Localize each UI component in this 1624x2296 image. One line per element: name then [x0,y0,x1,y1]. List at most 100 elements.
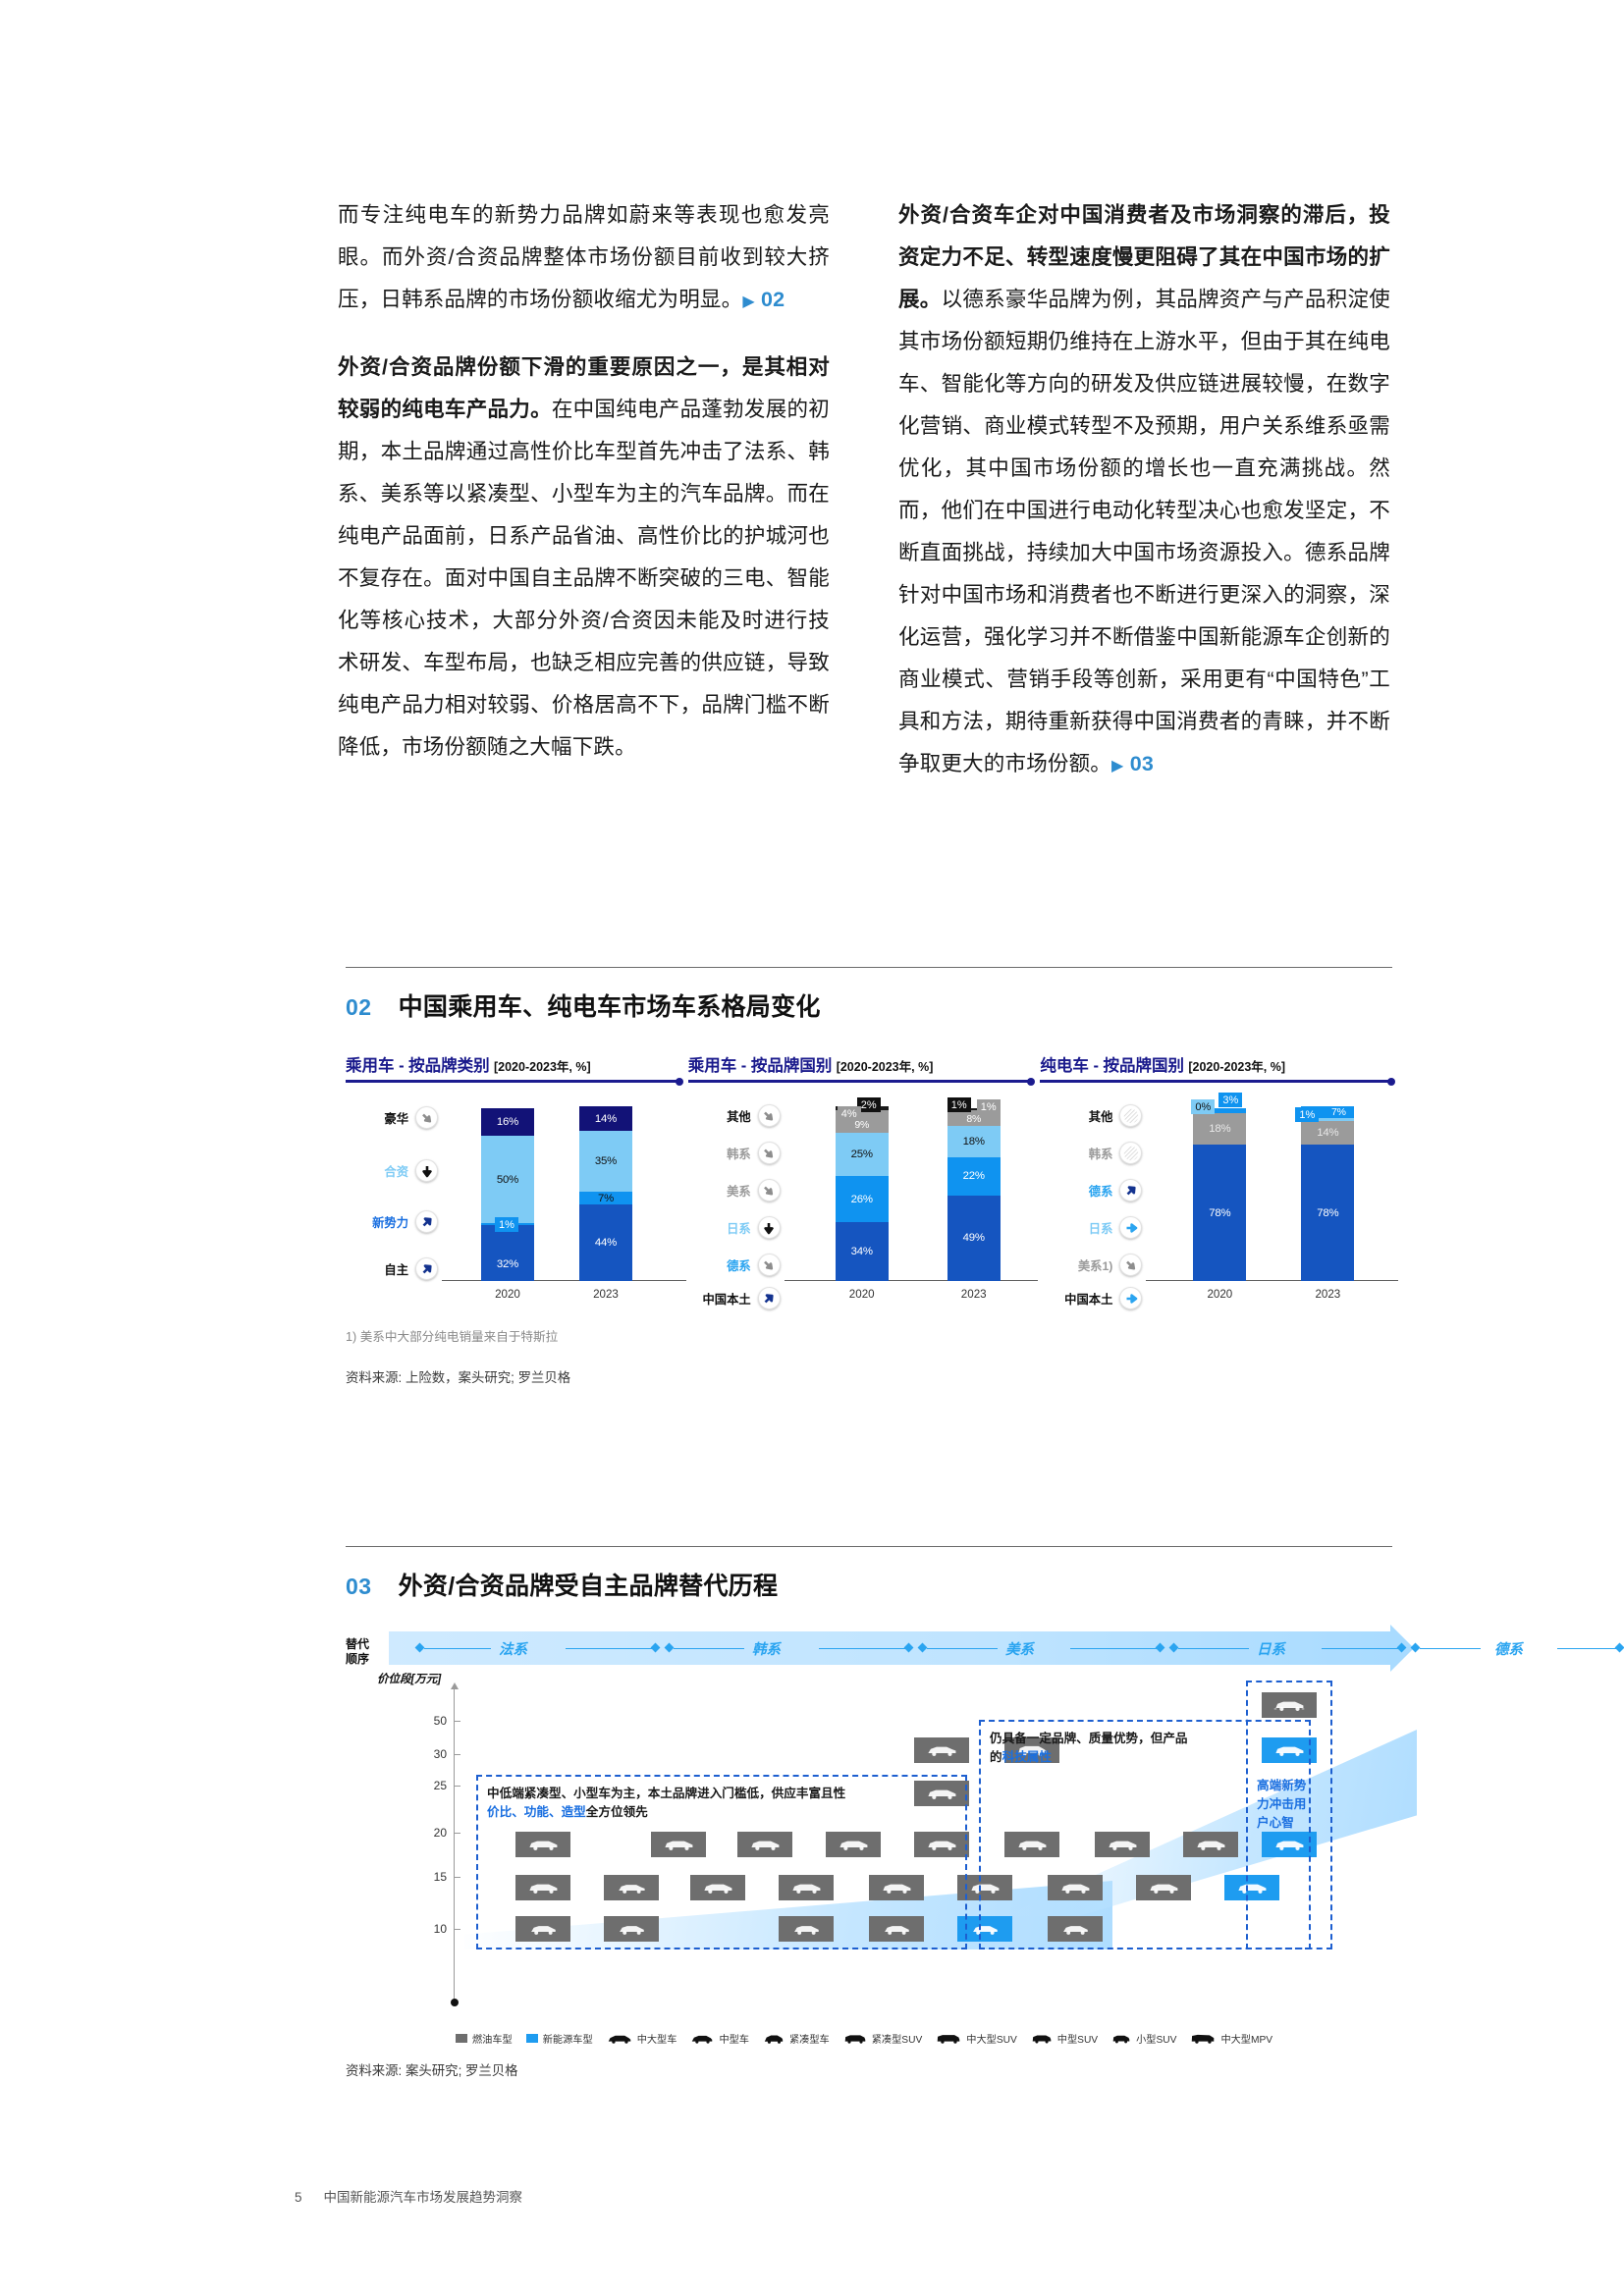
chart-1-bars: 16% 50% 32% 1% 2020 14% 35% 7% 44% [442,1098,686,1303]
chart-2-bars: 9% 25% 26% 34% 2% 4% 2020 8% 18% [784,1097,1039,1303]
sequence-label: 替代 顺序 [346,1637,370,1666]
bar-2020: 18% 78% 0% 3% [1191,1093,1247,1281]
car-chip [515,1832,570,1857]
legend-item-american: 美系1) [1078,1254,1143,1276]
car-chip [1048,1875,1103,1900]
mpv-large-icon [1190,2033,1216,2045]
legend-item-small-suv: 小型SUV [1111,2031,1176,2046]
legend-item-chinese: 中国本土 [703,1287,781,1309]
chart-1-rule [346,1077,683,1086]
legend-item-ice: 燃油车型 [456,2031,513,2046]
legend-item-american: 美系 [727,1179,781,1201]
chart-1-legend: 豪华 合资 新势力 自主 [346,1098,438,1303]
y-tick-20: 20 [434,1826,460,1840]
arrow-down-right-icon [757,1179,781,1201]
car-chip [779,1875,834,1900]
legend-item-nev: 新能源车型 [525,2031,593,2046]
chart-3-legend: 其他 韩系 德系 日系 [1040,1098,1143,1309]
x-tick-2023: 2023 [1315,1288,1341,1301]
bar-2020: 9% 25% 26% 34% 2% 4% [835,1097,889,1281]
swatch-gray-icon [456,2034,467,2043]
x-tick-2020: 2020 [495,1288,520,1301]
legend-item-japanese: 日系 [1089,1216,1143,1239]
legend-item-large-mpv: 中大型MPV [1190,2031,1272,2046]
legend-item-other: 其他 [1089,1104,1143,1127]
paragraph-3: 外资/合资车企对中国消费者及市场洞察的滞后，投资定力不足、转型速度慢更阻碍了其在… [898,203,1390,775]
car-chip [604,1875,659,1900]
callout-korean-2020: 4% [837,1106,861,1121]
legend-item-newforce: 新势力 [372,1210,438,1233]
exhibit-ref-03[interactable]: ▶ 03 [1111,752,1155,775]
car-chip [1004,1832,1059,1857]
left-column: 而专注纯电车的新势力品牌如蔚来等表现也愈发亮眼。而外资/合资品牌整体市场份额目前… [338,194,830,787]
axis-line [1146,1279,1399,1281]
suv-mid-icon [1031,2033,1053,2045]
car-chip [1048,1916,1103,1942]
car-chip [1095,1832,1150,1857]
arrow-down-icon [415,1159,438,1182]
hatched-circle-icon [1119,1142,1143,1164]
callout-one-2023: 1% [1295,1107,1320,1122]
swatch-blue-icon [525,2034,538,2043]
legend-item-german: 德系 [727,1254,781,1276]
x-tick-2020: 2020 [1207,1288,1233,1301]
car-chip-nev [1262,1737,1317,1763]
timeline-label-american: 美系 [1005,1642,1034,1658]
timeline-bar: 法系 韩系 美系 日系 德系 [389,1625,1624,1672]
callout-other-2023: 1% [947,1097,971,1112]
x-tick-2023: 2023 [593,1288,619,1301]
exhibit-03: 03 外资/合资品牌受自主品牌替代历程 替代 顺序 法系 韩系 [346,1546,1624,2078]
arrow-up-right-icon [415,1210,438,1233]
car-chip [690,1875,745,1900]
callout-other-2020: 2% [856,1097,881,1112]
article-body: 而专注纯电车的新势力品牌如蔚来等表现也愈发亮眼。而外资/合资品牌整体市场份额目前… [338,194,1390,787]
plot-area: 中低端紧凑型、小型车为主，本土品牌进入门槛低，供应丰富且性 价比、功能、造型全方… [455,1681,1417,2002]
callout-newforce-2020: 1% [495,1217,518,1232]
car-chip [779,1916,834,1942]
exhibit-ref-02[interactable]: ▶ 02 [742,288,785,311]
timeline-label-french: 法系 [499,1642,527,1658]
callout-korean-2023: 1% [976,1099,1001,1114]
legend-item-luxury: 豪华 [384,1106,438,1129]
right-column: 外资/合资车企对中国消费者及市场洞察的滞后，投资定力不足、转型速度慢更阻碍了其在… [898,194,1390,787]
x-tick-2020: 2020 [848,1288,875,1301]
arrow-down-right-icon [757,1142,781,1164]
y-tick-25: 25 [434,1779,460,1792]
exhibit-03-header: 03 外资/合资品牌受自主品牌替代历程 [346,1547,1392,1602]
chart-3-rule [1040,1077,1395,1086]
annotation-mid-high-text: 仍具备一定品牌、质量优势，但产品 的科技属性 [990,1732,1188,1764]
legend-item-large-sedan: 中大型车 [607,2031,677,2046]
paragraph-2: 外资/合资品牌份额下滑的重要原因之一，是其相对较弱的纯电车产品力。在中国纯电产品… [338,355,830,759]
exhibit-02-header: 02 中国乘用车、纯电车市场车系格局变化 [346,968,1392,1023]
chart-1-body: 豪华 合资 新势力 自主 [346,1098,686,1303]
timeline-label-german: 德系 [1494,1642,1523,1658]
exhibit-02-footnote: 1) 美系中大部分纯电销量来自于特斯拉 [346,1330,559,1344]
legend-item-compact-suv: 紧凑型SUV [843,2031,922,2046]
legend-item-other: 其他 [727,1104,781,1127]
car-chip [914,1737,969,1763]
chart-2-legend: 其他 韩系 美系 日系 [688,1098,781,1309]
suv-large-icon [936,2033,961,2045]
car-chip [914,1781,969,1806]
suv-compact-icon [843,2033,867,2045]
car-chip [869,1875,924,1900]
exhibit-number: 02 [346,994,372,1020]
car-chip [737,1832,792,1857]
exhibit-title: 中国乘用车、纯电车市场车系格局变化 [398,993,821,1021]
bar-2023: 14% 35% 7% 44% [579,1106,632,1281]
charts-row: 乘用车 - 按品牌类别 [2020-2023年, %] 豪华 合资 [346,1052,1399,1309]
car-compact-icon [763,2033,785,2045]
legend-item-japanese: 日系 [727,1216,781,1239]
car-chip-nev [1224,1875,1279,1900]
chart-brand-category: 乘用车 - 按品牌类别 [2020-2023年, %] 豪华 合资 [346,1052,686,1303]
paragraph-1: 而专注纯电车的新势力品牌如蔚来等表现也愈发亮眼。而外资/合资品牌整体市场份额目前… [338,203,830,311]
legend-item-korean: 韩系 [1089,1142,1143,1164]
x-tick-2023: 2023 [960,1288,987,1301]
substitution-timeline-chart: 替代 顺序 法系 韩系 美系 [346,1625,1624,2078]
timeline-label-korean: 韩系 [752,1642,781,1658]
axis-line [784,1279,1039,1281]
annotation-premium: 高端新势 力冲击用 户心智 [1246,1681,1332,1949]
chart-pv-by-country: 乘用车 - 按品牌国别 [2020-2023年, %] 其他 韩系 [687,1052,1039,1309]
arrow-down-right-icon [757,1104,781,1127]
